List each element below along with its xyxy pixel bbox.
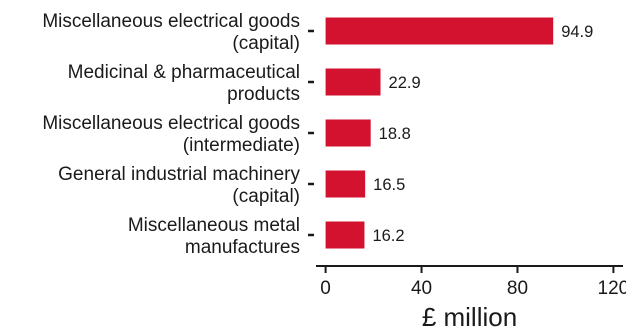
category-label: Miscellaneous electrical goods (capital) xyxy=(42,11,300,54)
category-label: Medicinal & pharmaceutical products xyxy=(68,62,300,105)
bar xyxy=(325,170,366,198)
x-tick-label: 120 xyxy=(598,278,626,299)
category-label-line: products xyxy=(227,84,300,105)
category-label: Miscellaneous metal manufactures xyxy=(128,215,300,258)
category-label: Miscellaneous electrical goods (intermedi… xyxy=(42,113,300,156)
category-label-line: General industrial machinery xyxy=(58,164,300,185)
category-label: General industrial machinery (capital) xyxy=(58,164,300,207)
value-label: 16.5 xyxy=(373,176,405,194)
value-label: 22.9 xyxy=(389,74,421,92)
category-label-line: (capital) xyxy=(232,33,300,54)
value-label: 16.2 xyxy=(372,227,404,245)
bar xyxy=(325,221,365,249)
category-label-line: manufactures xyxy=(185,237,300,258)
value-label: 94.9 xyxy=(561,23,593,41)
x-axis-title: £ million xyxy=(422,302,517,327)
x-tick-label: 40 xyxy=(411,278,432,299)
bar xyxy=(325,68,381,96)
x-tick-label: 80 xyxy=(507,278,528,299)
category-label-line: Medicinal & pharmaceutical xyxy=(68,62,300,83)
bar xyxy=(325,119,371,147)
bar xyxy=(325,17,554,45)
value-label: 18.8 xyxy=(379,125,411,143)
category-label-line: Miscellaneous electrical goods xyxy=(42,11,300,32)
category-label-line: (intermediate) xyxy=(183,135,300,156)
category-label-line: Miscellaneous electrical goods xyxy=(42,113,300,134)
category-label-line: (capital) xyxy=(232,186,300,207)
category-label-line: Miscellaneous metal xyxy=(128,215,300,236)
x-tick-label: 0 xyxy=(320,278,331,299)
